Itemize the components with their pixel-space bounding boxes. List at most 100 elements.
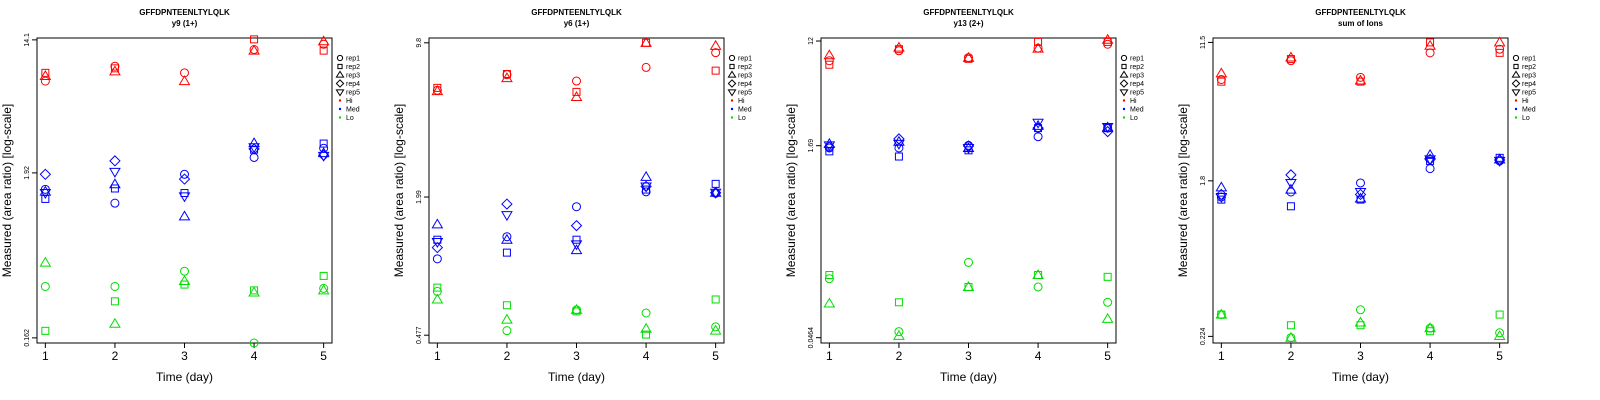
x-tick-label: 5 bbox=[320, 349, 327, 363]
data-points bbox=[1215, 36, 1506, 343]
x-axis-label: Time (day) bbox=[156, 370, 213, 384]
point-hi-rep2 bbox=[1103, 37, 1112, 46]
point-lo-rep2 bbox=[1495, 310, 1504, 319]
legend-marker-rep2 bbox=[1513, 63, 1519, 70]
legend-marker-rep3 bbox=[1119, 70, 1129, 78]
legend-dot-hi bbox=[730, 99, 734, 102]
legend-label-rep1: rep1 bbox=[346, 56, 360, 63]
point-hi-rep2 bbox=[1426, 38, 1435, 47]
point-lo-rep1 bbox=[40, 281, 50, 291]
x-axis: 1 2 3 4 5 bbox=[434, 343, 719, 363]
point-lo-rep1 bbox=[964, 257, 973, 267]
point-lo-rep3 bbox=[317, 284, 330, 295]
y-tick-label: 0.477 bbox=[416, 326, 423, 344]
point-lo-rep2 bbox=[642, 330, 651, 339]
y-tick-label: 1.69 bbox=[808, 139, 815, 153]
legend-marker-rep1 bbox=[1512, 54, 1520, 62]
chart-panel-2: GFFDPNTEENLTYLQLK y6 (1+) 1 2 3 4 5 Time (day) 0… bbox=[392, 8, 752, 384]
point-hi-rep3 bbox=[1354, 74, 1367, 85]
x-tick-label: 1 bbox=[826, 349, 833, 363]
y-axis-label: Measured (area ratio) [log-scale] bbox=[784, 104, 798, 277]
point-med-rep5 bbox=[317, 151, 330, 162]
point-med-rep3 bbox=[501, 233, 513, 244]
point-hi-rep3 bbox=[248, 44, 260, 55]
point-hi-rep3 bbox=[1215, 67, 1228, 78]
point-hi-rep1 bbox=[641, 62, 651, 72]
point-hi-rep1 bbox=[1425, 48, 1435, 58]
point-lo-rep1 bbox=[249, 338, 259, 348]
point-lo-rep1 bbox=[711, 322, 721, 332]
point-lo-rep3 bbox=[640, 322, 652, 333]
point-med-rep5 bbox=[962, 143, 975, 154]
legend-label-rep3: rep3 bbox=[346, 73, 360, 80]
point-med-rep1 bbox=[249, 152, 259, 162]
point-lo-rep2 bbox=[711, 295, 720, 304]
point-med-rep1 bbox=[502, 232, 512, 242]
legend-label-rep3: rep3 bbox=[1522, 73, 1536, 80]
legend-label-rep2: rep2 bbox=[346, 64, 360, 71]
plot-area-frame bbox=[820, 37, 1117, 344]
chart-subtitle: y6 (1+) bbox=[564, 19, 590, 28]
point-med-rep3 bbox=[1285, 183, 1297, 194]
point-hi-rep3 bbox=[1032, 42, 1044, 53]
legend-label-rep5: rep5 bbox=[346, 90, 360, 97]
point-med-rep5 bbox=[1215, 192, 1228, 203]
point-lo-rep1 bbox=[1033, 282, 1043, 292]
point-hi-rep1 bbox=[711, 48, 721, 58]
y-tick-label: 0.162 bbox=[24, 329, 31, 347]
point-hi-rep3 bbox=[1493, 36, 1506, 47]
point-med-rep5 bbox=[893, 139, 905, 150]
point-med-rep1 bbox=[572, 202, 581, 212]
point-lo-rep1 bbox=[319, 283, 329, 293]
point-lo-rep2 bbox=[1356, 321, 1365, 330]
point-med-rep3 bbox=[1493, 153, 1506, 164]
legend-label-rep5: rep5 bbox=[1130, 90, 1144, 97]
point-lo-rep1 bbox=[1103, 297, 1113, 307]
point-lo-rep1 bbox=[180, 266, 189, 276]
point-med-rep2 bbox=[110, 184, 119, 193]
legend-label-lo: Lo bbox=[1130, 115, 1138, 122]
x-axis-label: Time (day) bbox=[940, 370, 997, 384]
legend-marker-rep3 bbox=[727, 70, 737, 78]
plot-area-frame bbox=[428, 37, 725, 344]
x-axis: 1 2 3 4 5 bbox=[1218, 343, 1503, 363]
legend-label-rep5: rep5 bbox=[738, 90, 752, 97]
legend-marker-rep4 bbox=[727, 79, 737, 88]
x-axis: 1 2 3 4 5 bbox=[826, 343, 1111, 363]
point-lo-rep1 bbox=[1356, 305, 1365, 315]
x-tick-label: 3 bbox=[965, 349, 972, 363]
point-lo-rep2 bbox=[894, 298, 903, 307]
legend-dot-med bbox=[1122, 107, 1126, 111]
point-med-rep4 bbox=[109, 155, 121, 167]
point-med-rep5 bbox=[640, 182, 652, 193]
point-hi-rep3 bbox=[823, 49, 836, 60]
point-lo-rep1 bbox=[641, 308, 651, 318]
x-tick-label: 3 bbox=[1357, 349, 1364, 363]
legend-label-lo: Lo bbox=[1522, 115, 1530, 122]
point-lo-rep1 bbox=[110, 281, 120, 291]
chart-title: GFFDPNTEENLTYLQLK bbox=[1315, 8, 1406, 17]
point-med-rep5 bbox=[709, 188, 722, 199]
point-med-rep4 bbox=[1285, 169, 1297, 181]
point-lo-rep2 bbox=[41, 326, 50, 335]
x-tick-label: 1 bbox=[42, 349, 49, 363]
legend-marker-rep5 bbox=[727, 89, 737, 97]
point-med-rep2 bbox=[711, 179, 720, 188]
point-hi-rep2 bbox=[825, 60, 834, 69]
legend-label-hi: Hi bbox=[1522, 98, 1529, 105]
y-tick-label: 0.0464 bbox=[808, 327, 815, 349]
point-med-rep2 bbox=[1034, 124, 1043, 133]
point-lo-rep3 bbox=[1215, 308, 1228, 319]
legend-label-rep2: rep2 bbox=[738, 64, 752, 71]
point-med-rep1 bbox=[1033, 132, 1043, 142]
legend-marker-rep2 bbox=[337, 63, 343, 70]
x-tick-label: 2 bbox=[1288, 349, 1295, 363]
legend-label-med: Med bbox=[738, 107, 752, 114]
legend-marker-rep1 bbox=[1120, 54, 1128, 62]
point-hi-rep1 bbox=[40, 76, 50, 86]
y-tick-label: 1.92 bbox=[24, 166, 31, 180]
point-hi-rep3 bbox=[709, 39, 722, 50]
point-lo-rep3 bbox=[248, 286, 260, 297]
legend-dot-hi bbox=[1514, 99, 1518, 102]
